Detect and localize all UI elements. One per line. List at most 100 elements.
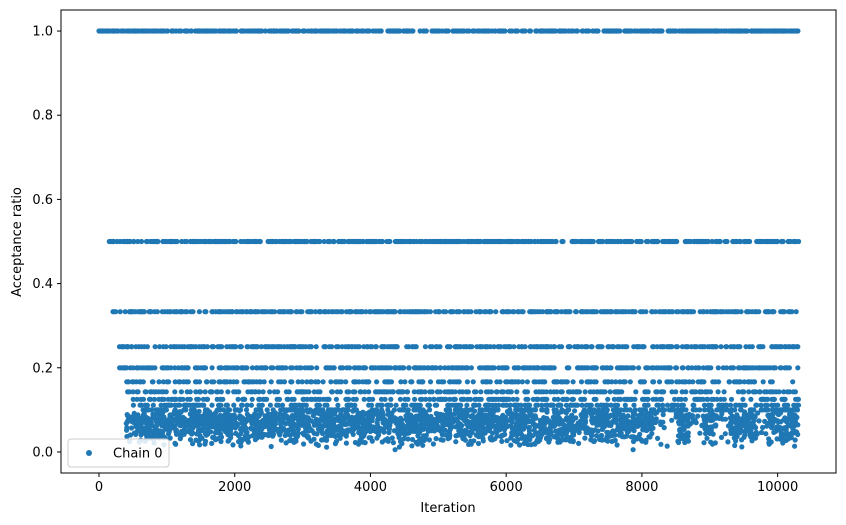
data-point (508, 442, 514, 448)
data-point (652, 411, 658, 417)
data-point (790, 379, 796, 385)
data-point (430, 424, 436, 430)
data-point (362, 365, 369, 371)
data-point (258, 434, 264, 440)
data-point (757, 389, 763, 395)
data-point (135, 389, 141, 395)
data-point (766, 440, 772, 446)
data-point (262, 414, 269, 420)
data-point (243, 407, 250, 413)
data-point (412, 396, 418, 402)
data-point (324, 402, 330, 408)
data-point (701, 402, 708, 408)
data-point (268, 443, 274, 450)
data-point (638, 238, 644, 245)
data-point (566, 365, 572, 371)
data-point (150, 402, 156, 408)
data-point (660, 412, 666, 418)
data-point (465, 389, 471, 395)
data-point (760, 379, 766, 385)
data-point (278, 437, 284, 443)
data-point (388, 379, 395, 385)
data-point (595, 28, 601, 34)
data-point (783, 419, 790, 425)
data-point (289, 379, 295, 385)
data-point (605, 438, 611, 444)
data-point (441, 422, 448, 428)
data-point (177, 432, 183, 438)
data-point (224, 408, 230, 414)
data-point (318, 309, 324, 315)
data-point (293, 438, 299, 444)
data-point (769, 379, 775, 385)
data-point (360, 420, 367, 426)
data-point (179, 417, 185, 423)
data-point (352, 389, 358, 395)
data-point (447, 396, 453, 402)
data-point (433, 436, 439, 442)
data-point (514, 389, 520, 395)
data-point (743, 425, 750, 431)
data-point (637, 418, 643, 424)
data-point (656, 379, 663, 385)
data-point (753, 425, 759, 431)
data-point (366, 421, 372, 427)
data-point (595, 418, 601, 424)
data-point (389, 410, 395, 416)
data-point (369, 344, 375, 350)
data-point (661, 425, 667, 431)
data-point (129, 344, 135, 350)
data-point (599, 344, 605, 350)
data-point (450, 309, 456, 315)
data-point (338, 418, 344, 424)
data-point (593, 379, 599, 385)
data-point (641, 423, 647, 429)
data-point (263, 365, 269, 371)
data-point (630, 438, 637, 445)
data-point (258, 344, 264, 350)
data-point (709, 238, 715, 245)
data-point (555, 309, 561, 315)
data-point (398, 379, 404, 385)
data-point (556, 410, 562, 416)
data-point (428, 419, 434, 425)
data-point (555, 436, 561, 442)
data-point (437, 389, 443, 395)
data-point (559, 389, 565, 395)
data-point (455, 419, 461, 425)
data-point (286, 389, 292, 395)
data-point (396, 434, 402, 440)
data-point (379, 238, 386, 245)
data-point (351, 417, 358, 423)
data-point (202, 431, 208, 437)
data-point (795, 396, 802, 402)
data-point (163, 344, 169, 350)
data-point (209, 440, 215, 446)
data-point (520, 309, 526, 315)
data-point (178, 28, 184, 34)
data-point (669, 379, 675, 385)
data-point (715, 365, 721, 371)
data-point (567, 309, 573, 315)
data-point (774, 238, 781, 245)
data-point (431, 396, 437, 402)
data-point (660, 402, 666, 408)
data-point (373, 344, 379, 350)
data-point (401, 436, 407, 442)
data-point (636, 413, 642, 419)
data-point (259, 402, 265, 408)
data-point (643, 309, 649, 315)
data-point (265, 422, 271, 428)
data-point (304, 379, 310, 385)
data-point (356, 344, 362, 350)
data-point (201, 402, 207, 408)
data-point (172, 379, 178, 385)
data-point (335, 402, 341, 408)
data-point (404, 389, 411, 395)
data-point (196, 413, 202, 419)
data-point (491, 365, 497, 371)
data-point (138, 423, 144, 429)
data-point (164, 28, 171, 34)
data-point (409, 436, 416, 443)
data-point (218, 389, 224, 395)
